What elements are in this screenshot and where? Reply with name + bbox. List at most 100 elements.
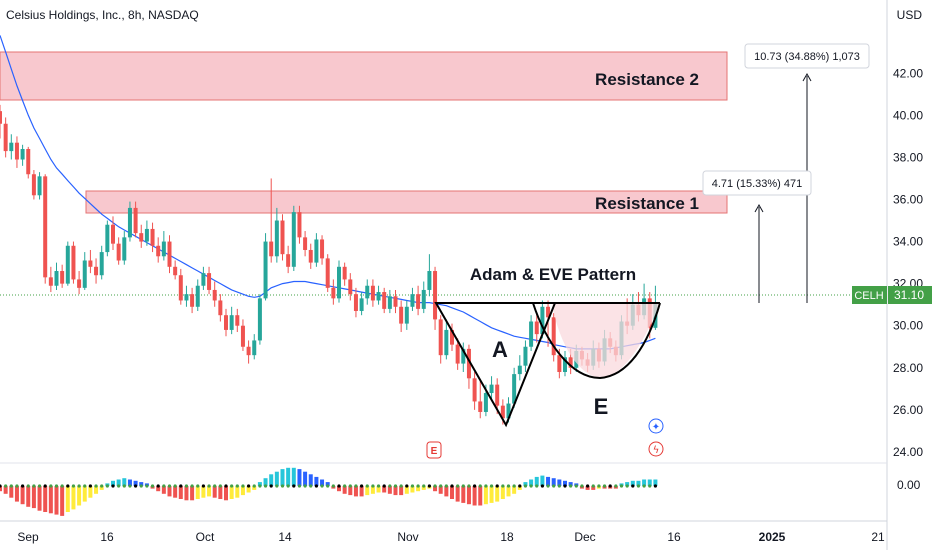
candle-body bbox=[540, 306, 545, 335]
oscillator-zero-dot bbox=[100, 484, 104, 488]
candle bbox=[399, 300, 404, 333]
candle bbox=[178, 268, 183, 305]
candle-body bbox=[218, 300, 223, 316]
oscillator-bar bbox=[218, 486, 223, 499]
candle-body bbox=[466, 348, 471, 379]
oscillator-zero-dot bbox=[269, 484, 273, 488]
resistance-2-label: Resistance 2 bbox=[595, 70, 699, 89]
candle-body bbox=[557, 355, 562, 372]
candle-body bbox=[122, 237, 127, 261]
oscillator-zero-dot bbox=[427, 484, 431, 488]
oscillator-bar bbox=[3, 486, 8, 494]
candle bbox=[257, 294, 262, 345]
oscillator-zero-dot bbox=[235, 484, 239, 488]
currency-label[interactable]: USD bbox=[896, 8, 922, 22]
oscillator-zero-dot bbox=[461, 484, 465, 488]
measure-label-2[interactable]: 10.73 (34.88%) 1,073 bbox=[744, 43, 870, 69]
time-tick-label: Sep bbox=[17, 530, 39, 544]
oscillator-zero-dot bbox=[71, 484, 76, 488]
candle-body bbox=[14, 142, 19, 160]
eve-cup[interactable] bbox=[532, 302, 661, 380]
candle bbox=[195, 279, 200, 311]
adam-label: A bbox=[492, 337, 508, 362]
candle-body bbox=[286, 254, 291, 267]
candle-body bbox=[404, 306, 409, 324]
candle bbox=[342, 262, 347, 286]
oscillator-bar bbox=[235, 486, 240, 498]
candle-body bbox=[139, 233, 144, 242]
oscillator-bar bbox=[77, 486, 82, 506]
oscillator-zero-dot bbox=[523, 484, 528, 488]
time-tick-label: 16 bbox=[100, 530, 114, 544]
candle-body bbox=[376, 292, 381, 301]
resistance-zone-1[interactable] bbox=[85, 190, 728, 214]
candle bbox=[190, 287, 195, 314]
candle-body bbox=[500, 405, 505, 419]
candle bbox=[0, 104, 2, 139]
candle bbox=[173, 260, 178, 280]
candle bbox=[489, 376, 494, 400]
candle bbox=[529, 315, 534, 351]
dividend-marker[interactable]: ϟ bbox=[648, 441, 664, 457]
oscillator-zero-dot bbox=[94, 484, 98, 488]
oscillator-bar bbox=[387, 486, 392, 494]
oscillator-bar bbox=[399, 486, 404, 496]
oscillator-zero-dot bbox=[173, 484, 177, 488]
oscillator-bar bbox=[0, 486, 2, 492]
oscillator-zero-dot bbox=[309, 484, 313, 488]
oscillator-zero-dot bbox=[376, 484, 381, 488]
candle bbox=[291, 205, 296, 272]
candle bbox=[517, 355, 522, 381]
oscillator-zero-dot bbox=[326, 484, 330, 488]
candle-body bbox=[235, 315, 240, 326]
candle-body bbox=[82, 260, 87, 288]
oscillator-zero-dot bbox=[105, 484, 109, 488]
candle bbox=[320, 235, 325, 265]
candle bbox=[156, 237, 161, 263]
oscillator-bar bbox=[139, 482, 144, 486]
oscillator-zero-dot bbox=[26, 484, 30, 488]
adam-triangle[interactable] bbox=[434, 302, 557, 428]
sparkle-icon: ✦ bbox=[652, 422, 660, 433]
oscillator-zero-dot bbox=[0, 484, 2, 488]
price-axis[interactable]: 24.0026.0028.0030.0032.0034.0036.0038.00… bbox=[893, 66, 923, 492]
candle bbox=[94, 258, 99, 284]
oscillator-zero-dot bbox=[557, 484, 561, 488]
candle bbox=[218, 294, 223, 322]
candle bbox=[139, 224, 144, 248]
oscillator-zero-dot bbox=[552, 484, 556, 488]
candle bbox=[20, 144, 25, 166]
candle bbox=[286, 245, 291, 274]
price-badge: 31.10 bbox=[888, 286, 932, 304]
candle-body bbox=[240, 325, 245, 347]
candle-body bbox=[365, 285, 370, 299]
oscillator-bar bbox=[88, 486, 93, 498]
oscillator-zero-dot bbox=[117, 484, 121, 488]
candle-body bbox=[48, 277, 53, 286]
oscillator-zero-dot bbox=[574, 484, 578, 488]
lightning-icon: ϟ bbox=[653, 445, 660, 456]
candle-body bbox=[26, 148, 31, 175]
price-badge-text: 31.10 bbox=[894, 288, 924, 302]
candle-body bbox=[161, 241, 166, 257]
oscillator-bar bbox=[540, 475, 545, 486]
oscillator-zero-dot bbox=[653, 484, 658, 488]
earnings-marker[interactable]: E bbox=[426, 441, 442, 459]
candle-body bbox=[99, 252, 104, 276]
resistance-zone-2[interactable] bbox=[0, 51, 728, 101]
candle bbox=[99, 245, 104, 280]
news-marker[interactable]: ✦ bbox=[648, 418, 664, 434]
oscillator-bar bbox=[173, 486, 178, 498]
candle bbox=[314, 233, 319, 267]
oscillator-zero-dot bbox=[625, 484, 629, 488]
candle bbox=[280, 214, 285, 261]
oscillator-bar bbox=[585, 486, 590, 490]
oscillator-bar bbox=[111, 480, 115, 486]
measure-label-1[interactable]: 4.71 (15.33%) 471 bbox=[702, 170, 812, 196]
oscillator-zero-dot bbox=[297, 484, 302, 488]
candle bbox=[370, 279, 375, 307]
candle bbox=[359, 292, 364, 316]
time-axis[interactable]: Sep 16 Oct 14 Nov 18 Dec 16 2025 21 bbox=[17, 530, 885, 544]
oscillator-zero-dot bbox=[111, 484, 115, 488]
